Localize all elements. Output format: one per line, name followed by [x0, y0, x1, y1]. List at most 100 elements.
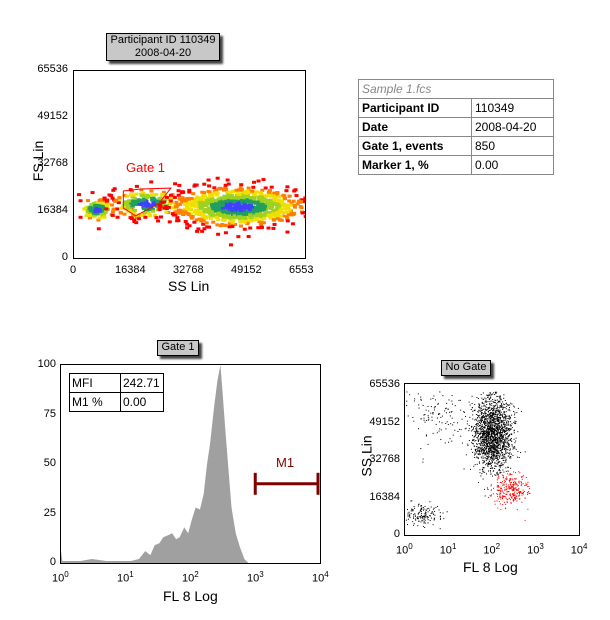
density-point — [209, 204, 214, 208]
density-point — [285, 230, 290, 234]
event-dot — [495, 393, 497, 395]
event-dot — [417, 428, 419, 430]
event-dot — [494, 420, 496, 422]
event-dot — [494, 439, 496, 441]
event-dot — [499, 412, 501, 414]
density-point — [262, 207, 267, 211]
plot2-title-box[interactable]: Gate 1 — [157, 340, 199, 356]
event-dot — [507, 452, 509, 454]
event-dot — [499, 422, 501, 424]
event-dot — [512, 479, 514, 481]
event-dot — [476, 456, 478, 458]
density-point — [243, 191, 248, 195]
event-dot — [497, 498, 499, 500]
event-dot — [514, 412, 516, 414]
plot1-title-box[interactable]: Participant ID 110349 2008-04-20 — [106, 33, 220, 61]
event-dot — [496, 423, 498, 425]
row-value: 850 — [471, 136, 554, 156]
event-dot — [498, 477, 500, 479]
density-point — [255, 210, 260, 214]
density-point — [299, 199, 304, 203]
event-dot — [494, 445, 496, 447]
event-dot — [507, 488, 509, 490]
event-dot — [500, 498, 502, 500]
gate1-label[interactable]: Gate 1 — [126, 160, 166, 175]
event-dot — [504, 447, 506, 449]
event-dot — [484, 397, 486, 399]
event-dot — [438, 509, 440, 511]
event-dot — [488, 433, 490, 435]
event-dot — [474, 449, 476, 451]
event-dot — [433, 507, 435, 509]
event-dot — [418, 520, 420, 522]
event-dot — [478, 452, 480, 454]
dot-plot-ss-fl8[interactable] — [404, 383, 580, 536]
event-dot — [484, 454, 486, 456]
density-point — [157, 196, 162, 200]
event-dot — [492, 424, 494, 426]
event-dot — [503, 448, 505, 450]
event-dot — [465, 416, 467, 418]
density-point — [239, 183, 244, 187]
density-point — [278, 214, 283, 218]
event-dot — [490, 446, 492, 448]
event-dot — [514, 494, 516, 496]
density-point — [248, 204, 253, 208]
event-dot — [495, 427, 497, 429]
event-dot — [497, 418, 499, 420]
event-dot — [482, 415, 484, 417]
gate1-polygon — [122, 187, 172, 217]
event-dot — [488, 414, 490, 416]
event-dot — [490, 449, 492, 451]
event-dot — [437, 413, 439, 415]
histogram-fl8[interactable] — [60, 364, 321, 564]
density-point — [272, 195, 277, 199]
event-dot — [427, 419, 429, 421]
event-dot — [425, 515, 427, 517]
event-dot — [423, 515, 425, 517]
event-dot — [503, 419, 505, 421]
event-dot — [471, 403, 473, 405]
event-dot — [454, 405, 456, 407]
event-dot — [506, 448, 508, 450]
event-dot — [508, 453, 510, 455]
event-dot — [505, 459, 507, 461]
event-dot — [501, 406, 503, 408]
event-dot — [422, 461, 424, 463]
event-dot — [420, 448, 422, 450]
density-point — [281, 211, 286, 215]
event-dot — [494, 441, 496, 443]
event-dot — [479, 404, 481, 406]
event-dot — [499, 436, 501, 438]
scatter-plot-fs-ss[interactable] — [73, 70, 306, 259]
event-dot — [476, 427, 478, 429]
event-dot — [490, 392, 492, 394]
event-dot — [492, 441, 494, 443]
marker-m1-label[interactable]: M1 — [276, 455, 295, 470]
density-point — [236, 207, 241, 211]
event-dot — [437, 402, 439, 404]
event-dot — [466, 423, 468, 425]
event-dot — [478, 430, 480, 432]
event-dot — [433, 518, 435, 520]
event-dot — [486, 450, 488, 452]
event-dot — [510, 438, 512, 440]
density-point — [256, 179, 261, 183]
event-dot — [413, 516, 415, 518]
event-dot — [501, 442, 503, 444]
event-dot — [507, 449, 509, 451]
density-point — [132, 211, 137, 215]
density-point — [169, 197, 174, 201]
event-dot — [505, 436, 507, 438]
event-dot — [486, 457, 488, 459]
plot3-title-box[interactable]: No Gate — [441, 360, 491, 376]
event-dot — [507, 444, 509, 446]
event-dot — [499, 470, 501, 472]
event-dot — [495, 445, 497, 447]
event-dot — [490, 463, 492, 465]
density-point — [176, 189, 181, 193]
event-dot — [500, 472, 502, 474]
event-dot — [471, 407, 473, 409]
event-dot — [483, 431, 485, 433]
event-dot — [503, 471, 505, 473]
